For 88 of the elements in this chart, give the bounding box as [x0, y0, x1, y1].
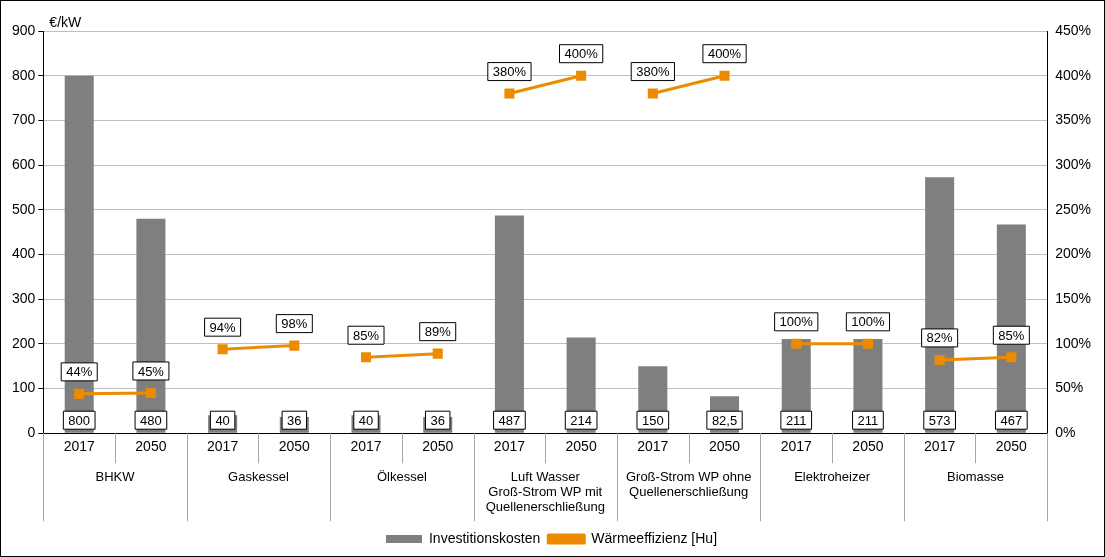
data-label: 85% — [998, 327, 1025, 343]
data-label: 82% — [926, 330, 954, 346]
data-label: 380% — [492, 64, 527, 80]
y2-tick-label: 200% — [1055, 245, 1092, 262]
data-label: 100% — [851, 314, 885, 330]
text: Gaskessel — [228, 469, 289, 485]
y-tick-label: 100 — [12, 379, 36, 396]
y2-tick-label: 400% — [1055, 66, 1092, 83]
data-label: 467 — [1000, 412, 1023, 428]
point — [719, 70, 730, 81]
y-tick-label: 500 — [12, 200, 36, 217]
data-label: 800 — [68, 412, 91, 428]
x-tick-label: 2050 — [708, 438, 741, 455]
data-label: 380% — [636, 64, 670, 80]
x-tick-label: 2050 — [422, 438, 454, 455]
y-tick-label: 200 — [12, 334, 36, 351]
legend-label: Wärmeeffizienz [Hu] — [591, 529, 718, 546]
y-tick-label: 800 — [12, 66, 36, 83]
point — [432, 348, 443, 359]
x-tick-label: 2017 — [207, 438, 239, 455]
x-tick-label: 2017 — [63, 438, 95, 455]
point — [576, 70, 587, 81]
x-tick-label: 2017 — [493, 438, 526, 455]
y-tick-label: 700 — [12, 111, 36, 128]
x-tick-label: 2050 — [135, 438, 167, 455]
data-label: 82,5 — [711, 412, 738, 428]
data-label: 85% — [353, 327, 380, 343]
text: Ölkessel — [376, 469, 427, 485]
data-label: 211 — [785, 412, 807, 428]
data-label: 150 — [641, 412, 664, 428]
data-label: 214 — [570, 412, 592, 428]
point — [145, 387, 156, 399]
y2-tick-label: 50% — [1055, 379, 1084, 396]
text: Groß-Strom WP ohne Quellenerschließung — [625, 469, 752, 500]
point — [360, 352, 372, 363]
text: Biomasse — [946, 469, 1005, 485]
y-tick-label: 900 — [12, 21, 36, 38]
text: Luft Wasser Groß-Strom WP mit Quellenerschließung — [485, 469, 605, 515]
point — [74, 388, 85, 399]
x-tick-label: 2017 — [924, 438, 956, 455]
data-label: 573 — [928, 412, 951, 428]
data-label: 400% — [564, 46, 599, 62]
x-tick-label: 2050 — [565, 438, 597, 455]
point — [504, 88, 515, 99]
data-label: 45% — [137, 363, 165, 379]
bar — [64, 75, 94, 433]
data-label: 36 — [430, 412, 445, 428]
data-label: 89% — [424, 324, 452, 340]
data-label: 36 — [287, 412, 302, 428]
y2-tick-label: 250% — [1055, 200, 1092, 217]
y-tick-label: 600 — [12, 155, 36, 172]
point — [289, 340, 300, 351]
x-tick-label: 2050 — [995, 438, 1028, 455]
data-label: 487 — [498, 412, 521, 428]
x-tick-label: 2017 — [350, 438, 382, 455]
data-label: 40 — [215, 412, 230, 428]
bar — [494, 215, 524, 433]
y2-tick-label: 0% — [1055, 424, 1076, 441]
text: BHKW — [95, 469, 136, 485]
x-tick-label: 2050 — [278, 438, 311, 455]
data-label: 44% — [66, 364, 93, 380]
data-label: 94% — [209, 319, 237, 335]
data-label: 400% — [707, 46, 742, 62]
point — [1006, 352, 1017, 363]
data-label: 211 — [857, 412, 879, 428]
y2-tick-label: 450% — [1055, 21, 1092, 38]
text: Elektroheizer — [794, 469, 871, 485]
point — [791, 338, 802, 349]
x-tick-label: 2017 — [637, 438, 669, 455]
y-tick-label: 300 — [12, 289, 36, 306]
y2-tick-label: 300% — [1055, 155, 1092, 172]
data-label: 98% — [281, 316, 308, 332]
y2-tick-label: 150% — [1055, 289, 1092, 306]
legend-label: Investitionskosten — [428, 529, 541, 546]
point — [934, 354, 945, 365]
y2-tick-label: 100% — [1055, 334, 1092, 351]
data-label: 40 — [358, 412, 374, 428]
data-label: 100% — [779, 314, 814, 330]
x-tick-label: 2017 — [780, 438, 813, 455]
point — [217, 344, 228, 355]
data-label: 480 — [140, 412, 162, 428]
y-axis-title: €/kW — [49, 13, 83, 30]
point — [647, 88, 658, 99]
y-tick-label: 400 — [12, 245, 36, 262]
point — [862, 338, 873, 349]
y-tick-label: 0 — [27, 424, 36, 441]
y2-tick-label: 350% — [1055, 111, 1092, 128]
x-tick-label: 2050 — [852, 438, 884, 455]
